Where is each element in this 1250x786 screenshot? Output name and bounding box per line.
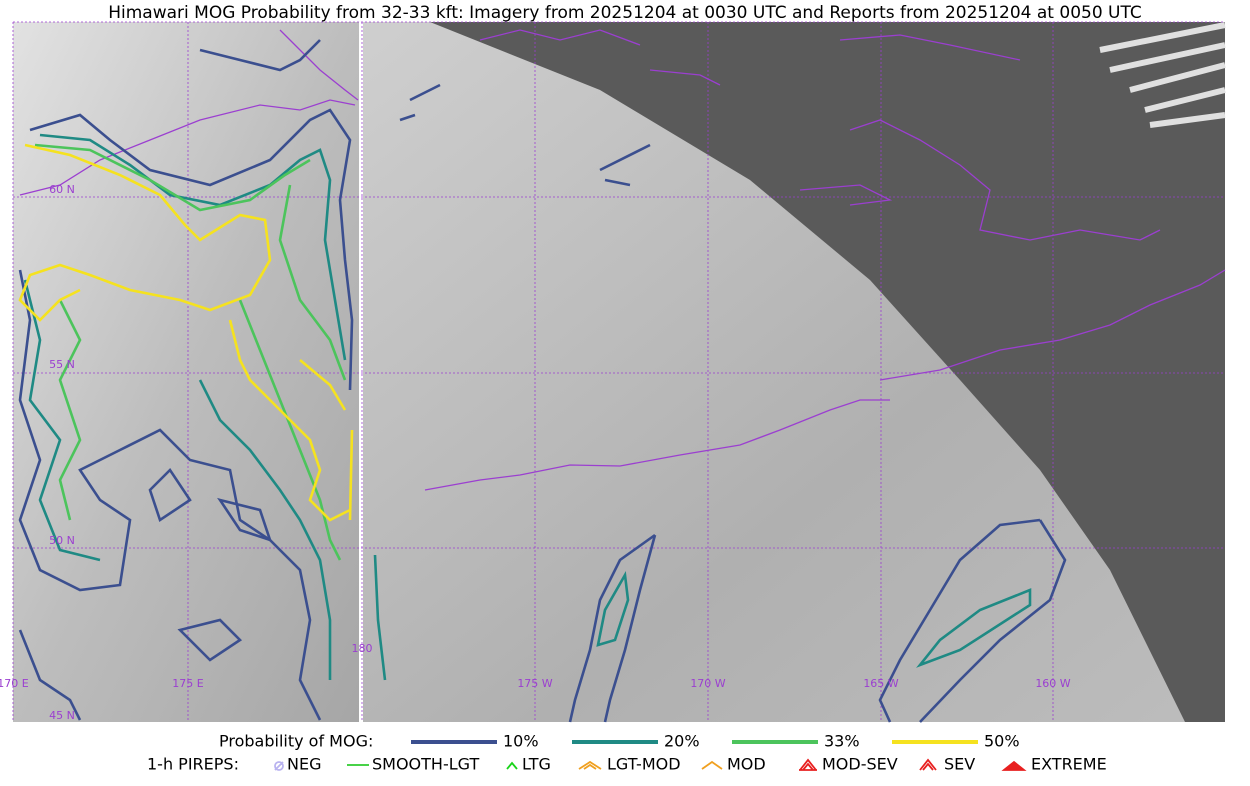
legend-label: 33% [824,732,860,751]
geo-labels: 60 N 55 N 50 N 45 N 170 E 175 E 180 175 W 170 W 1… [0,183,1071,722]
lon-label: 165 W [863,677,898,690]
legend-icon [701,760,723,770]
legend-label: NEG [287,755,321,774]
lon-label: 175 W [517,677,552,690]
legend: Probability of MOG: 10% 20% 33% 50% 1-h PIREP… [147,732,1107,774]
lat-label: 55 N [49,358,75,371]
legend-label: MOD [727,755,766,774]
legend-label: EXTREME [1031,755,1107,774]
legend-icon [506,761,518,770]
coastlines [19,29,1226,491]
lon-label: 170 E [0,677,29,690]
lon-label: 180 [352,642,373,655]
legend-label: 50% [984,732,1020,751]
lat-label: 45 N [49,709,75,722]
lat-label: 50 N [49,534,75,547]
legend-title: Probability of MOG: [219,732,373,751]
legend-icon [919,758,937,771]
map-imagery [13,22,1226,722]
lat-label: 60 N [49,183,75,196]
legend-icon [799,758,817,771]
legend-label: MOD-SEV [822,755,898,774]
legend-label: SMOOTH-LGT [372,755,479,774]
lon-label: 175 E [172,677,203,690]
lon-label: 160 W [1035,677,1070,690]
legend-icon [578,760,602,770]
lon-label: 170 W [690,677,725,690]
legend-title: 1-h PIREPS: [147,755,239,774]
legend-icon [1001,760,1027,771]
title: Himawari MOG Probability from 32-33 kft:… [108,3,1142,23]
legend-label: 20% [664,732,700,751]
graticule [12,21,1225,722]
legend-label: 10% [503,732,539,751]
mog-contours [18,39,1067,723]
legend-label: LGT-MOD [607,755,681,774]
legend-label: LTG [522,755,551,774]
legend-icon [274,761,284,771]
legend-label: SEV [944,755,975,774]
